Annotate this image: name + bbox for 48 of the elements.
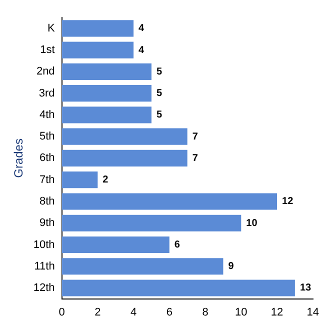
x-tick-label: 14 <box>306 306 320 318</box>
data-label: 4 <box>138 44 145 56</box>
data-label: 12 <box>282 196 294 208</box>
bar <box>62 258 224 275</box>
bar <box>62 193 278 210</box>
y-tick-label: 1st <box>40 44 55 56</box>
bar <box>62 20 134 37</box>
data-label: 13 <box>300 282 312 294</box>
y-tick-label: 9th <box>40 217 55 230</box>
data-label: 7 <box>192 152 198 164</box>
y-tick-label: 7th <box>40 174 55 186</box>
data-label: 10 <box>246 218 258 229</box>
data-label: 5 <box>156 88 162 100</box>
y-axis-title: Grades <box>12 138 26 178</box>
y-tick-label: 12th <box>33 282 55 294</box>
bar <box>62 150 188 166</box>
x-tick-label: 8 <box>202 306 208 318</box>
bar <box>62 42 134 58</box>
bar <box>62 63 152 80</box>
x-tick-label: 4 <box>130 306 137 318</box>
data-label: 9 <box>228 261 234 272</box>
y-tick-label: 10th <box>33 238 55 251</box>
x-tick-label: 2 <box>94 306 101 318</box>
y-tick-label: 2nd <box>36 66 55 78</box>
bar <box>62 85 152 102</box>
bar <box>62 128 188 145</box>
data-label: 6 <box>174 239 180 250</box>
bar <box>62 280 295 296</box>
x-tick-label: 12 <box>270 306 284 318</box>
y-tick-label: 4th <box>40 108 55 121</box>
y-tick-label: 6th <box>40 152 55 164</box>
data-label: 4 <box>138 23 145 34</box>
bar <box>62 236 170 253</box>
bar <box>62 172 98 188</box>
data-label: 5 <box>156 66 162 78</box>
y-tick-label: 3rd <box>38 87 55 100</box>
data-label: 2 <box>102 174 109 186</box>
x-tick-label: 6 <box>166 306 172 318</box>
bar <box>62 106 152 124</box>
data-label: 5 <box>156 110 162 121</box>
y-tick-label: 8th <box>40 195 55 208</box>
x-tick-label: 10 <box>235 306 248 318</box>
data-label: 7 <box>192 131 198 142</box>
y-tick-label: 11th <box>34 260 55 272</box>
x-tick-label: 0 <box>58 306 65 318</box>
y-tick-label: 5th <box>40 130 55 143</box>
bar <box>62 214 242 232</box>
y-tick-label: K <box>47 22 56 34</box>
